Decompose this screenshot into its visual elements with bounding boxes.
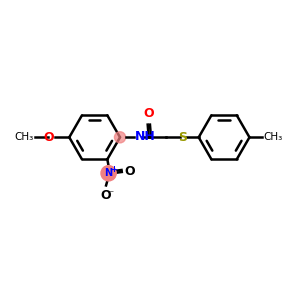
Text: S: S [178, 131, 188, 144]
Text: N: N [104, 168, 113, 178]
Text: CH₃: CH₃ [14, 132, 34, 142]
Text: O: O [44, 131, 54, 144]
Circle shape [101, 166, 116, 181]
Text: O: O [101, 189, 111, 202]
Text: ⁻: ⁻ [108, 189, 113, 199]
Text: CH₃: CH₃ [263, 132, 283, 142]
Text: +: + [110, 165, 117, 174]
Text: O: O [143, 107, 154, 120]
Text: O: O [125, 166, 136, 178]
Circle shape [114, 132, 126, 143]
Text: NH: NH [135, 130, 156, 143]
